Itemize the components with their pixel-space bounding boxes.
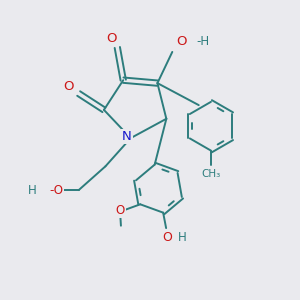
- Text: N: N: [122, 130, 132, 143]
- Text: H: H: [28, 184, 37, 196]
- Text: O: O: [163, 230, 172, 244]
- Text: CH₃: CH₃: [201, 169, 220, 179]
- Text: -H: -H: [196, 35, 209, 48]
- Text: H: H: [178, 230, 187, 244]
- Text: O: O: [177, 35, 187, 48]
- Text: O: O: [106, 32, 117, 45]
- Text: O: O: [63, 80, 74, 93]
- Text: O: O: [116, 204, 125, 217]
- Text: -O: -O: [49, 184, 63, 196]
